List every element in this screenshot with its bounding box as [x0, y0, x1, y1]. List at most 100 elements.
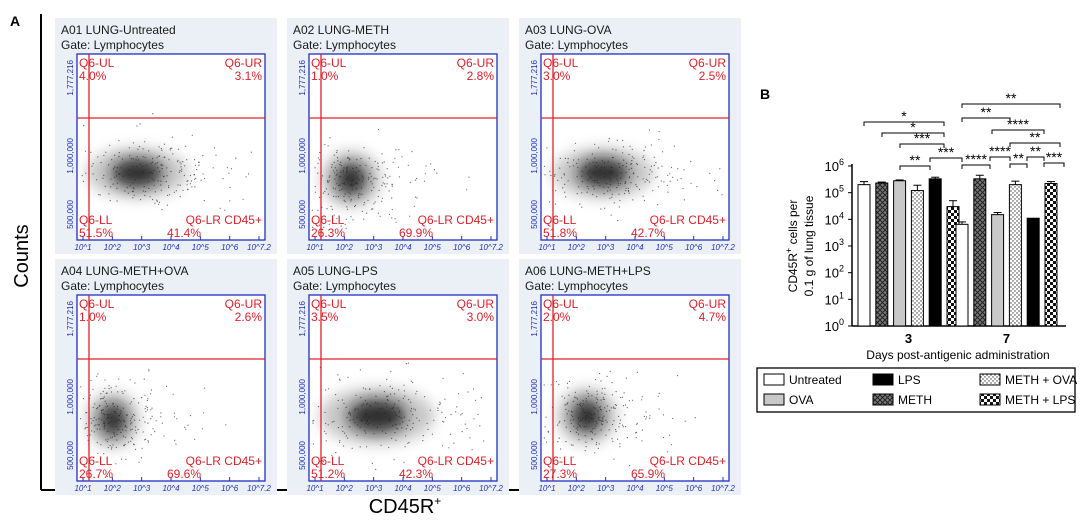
flow-event-dot — [80, 418, 82, 420]
flow-event-dot — [657, 204, 659, 206]
flow-event-dot — [416, 390, 418, 392]
flow-event-dot — [663, 181, 665, 183]
flow-x-tick-label: 10^7.2 — [711, 484, 735, 493]
flow-event-dot — [118, 173, 120, 175]
legend-swatch-1 — [872, 393, 894, 406]
flow-event-dot — [365, 414, 367, 416]
quadrant-ur-value: 2.5% — [699, 69, 727, 83]
flow-event-dot — [367, 424, 369, 426]
flow-event-dot — [144, 141, 146, 143]
flow-event-dot — [648, 173, 650, 175]
flow-event-dot — [648, 129, 651, 131]
flow-event-dot — [326, 208, 328, 210]
flow-event-dot — [672, 176, 674, 178]
flow-event-dot — [360, 187, 362, 189]
flow-event-dot — [609, 183, 611, 186]
flow-event-dot — [585, 397, 587, 400]
flow-event-dot — [580, 419, 582, 421]
flow-event-dot — [558, 437, 560, 439]
flow-event-dot — [414, 409, 417, 411]
flow-density-core — [111, 158, 163, 188]
flow-event-dot — [391, 185, 393, 187]
flow-event-dot — [327, 180, 329, 182]
flow-event-dot — [127, 192, 129, 194]
flow-event-dot — [312, 420, 314, 422]
flow-event-dot — [608, 140, 610, 142]
flow-event-dot — [415, 393, 417, 395]
flow-event-dot — [352, 419, 354, 421]
flow-event-dot — [572, 444, 574, 446]
flow-event-dot — [108, 164, 110, 166]
flow-y-tick-label: 1,777,216 — [530, 59, 539, 95]
flow-event-dot — [161, 149, 163, 151]
flow-event-dot — [627, 187, 630, 189]
flow-event-dot — [611, 394, 614, 396]
flow-event-dot — [340, 161, 342, 163]
flow-event-dot — [342, 169, 344, 171]
flow-event-dot — [351, 447, 353, 449]
flow-event-dot — [348, 176, 350, 178]
flow-event-dot — [614, 407, 616, 409]
flow-event-dot — [422, 435, 424, 437]
flow-event-dot — [186, 180, 188, 183]
flow-event-dot — [122, 407, 124, 409]
flow-event-dot — [116, 167, 118, 169]
flow-event-dot — [126, 414, 128, 417]
flow-event-dot — [581, 417, 584, 419]
flow-event-dot — [543, 437, 545, 439]
flow-event-dot — [667, 174, 669, 176]
flow-event-dot — [115, 446, 117, 448]
flow-event-dot — [594, 180, 596, 182]
flow-event-dot — [572, 165, 574, 167]
flow-event-dot — [591, 414, 593, 416]
flow-event-dot — [146, 164, 148, 166]
flow-event-dot — [123, 435, 125, 437]
flow-event-dot — [592, 161, 594, 163]
flow-event-dot — [318, 159, 320, 161]
flow-event-dot — [587, 392, 589, 395]
flow-event-dot — [337, 399, 339, 402]
flow-event-dot — [660, 180, 662, 182]
flow-event-dot — [556, 424, 559, 426]
flow-event-dot — [336, 183, 338, 185]
flow-event-dot — [658, 131, 660, 133]
flow-event-dot — [101, 410, 103, 412]
flow-event-dot — [140, 457, 143, 459]
bar-y-tick-base: 10 — [825, 159, 839, 174]
flow-event-dot — [96, 375, 98, 377]
flow-event-dot — [587, 412, 589, 414]
flow-event-dot — [600, 380, 602, 382]
flow-event-dot — [439, 403, 442, 405]
flow-x-tick-label: 10^3 — [597, 484, 615, 493]
flow-event-dot — [567, 402, 569, 404]
flow-event-dot — [635, 432, 637, 434]
flow-event-dot — [110, 437, 112, 439]
flow-event-dot — [348, 191, 350, 193]
flow-event-dot — [605, 434, 607, 436]
significance-bracket — [991, 129, 1045, 134]
flow-event-dot — [627, 189, 630, 192]
flow-y-tick-label: 500,000 — [298, 199, 307, 228]
flow-event-dot — [617, 184, 619, 186]
flow-event-dot — [395, 221, 397, 223]
flow-event-dot — [103, 425, 105, 427]
flow-event-dot — [109, 414, 111, 416]
flow-event-dot — [565, 426, 567, 428]
flow-event-dot — [105, 439, 107, 441]
significance-label: *** — [1046, 149, 1063, 165]
flow-event-dot — [415, 196, 417, 198]
flow-event-dot — [598, 416, 600, 419]
flow-event-dot — [132, 187, 134, 189]
flow-event-dot — [657, 186, 659, 188]
flow-event-dot — [125, 458, 127, 460]
flow-event-dot — [242, 198, 244, 200]
flow-event-dot — [641, 399, 643, 401]
flow-event-dot — [85, 412, 87, 414]
flow-plot-frame — [308, 53, 498, 241]
flow-event-dot — [391, 197, 393, 199]
flow-event-dot — [670, 166, 673, 169]
flow-event-dot — [581, 405, 583, 407]
quadrant-ul-value: 4.0% — [79, 69, 107, 83]
legend-label-5: METH + LPS — [1005, 393, 1075, 407]
